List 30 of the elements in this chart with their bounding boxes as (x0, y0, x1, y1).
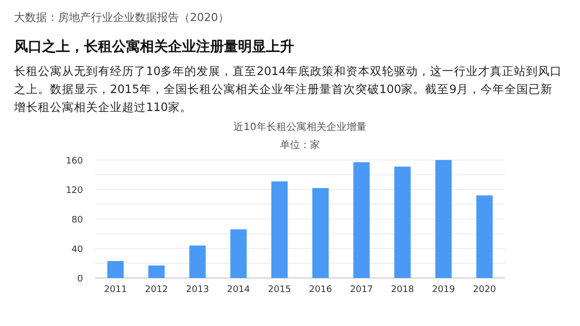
text: 长租公寓从无到有经历了10多年的发展，直至2014年底政策和资本双轮驱动，这一行业才真正站到风口之上。数据显示，2015年，全国长租公寓相关企业年注册量首次突破100家。截至9月，今年全国已新增长租公寓相关企业超过110家。 (14, 63, 563, 116)
x-tick-label: 2015 (268, 285, 291, 295)
y-tick-label: 160 (66, 156, 84, 166)
x-tick-label: 2019 (432, 285, 456, 295)
x-tick-label: 2020 (473, 285, 496, 295)
y-tick-label: 80 (72, 216, 84, 226)
x-tick-label: 2013 (186, 285, 209, 295)
bar (353, 162, 370, 278)
bar (148, 265, 165, 278)
bar (230, 229, 247, 278)
chart-subtitle: 近10年长租公寓相关企业增量 (234, 121, 366, 133)
y-tick-label: 0 (77, 274, 84, 284)
chart-title: 风口之上，长租公寓相关企业注册量明显上升 (14, 38, 294, 56)
bar (435, 160, 452, 278)
bar (394, 166, 411, 278)
text: 大数据：房地产行业企业数据报告（2020） (14, 10, 229, 25)
y-tick-label: 120 (66, 186, 84, 196)
x-tick-label: 2012 (145, 285, 168, 295)
bar (271, 181, 288, 278)
x-tick-label: 2014 (227, 285, 250, 295)
bar (312, 188, 329, 278)
bar (107, 261, 124, 278)
x-tick-label: 2018 (391, 285, 414, 295)
x-tick-label: 2011 (104, 285, 127, 295)
y-tick-label: 40 (72, 245, 84, 255)
x-tick-label: 2017 (350, 285, 373, 295)
text: 单位：家 (280, 139, 320, 151)
x-tick-label: 2016 (309, 285, 332, 295)
bar (189, 246, 206, 278)
bar (476, 195, 493, 278)
